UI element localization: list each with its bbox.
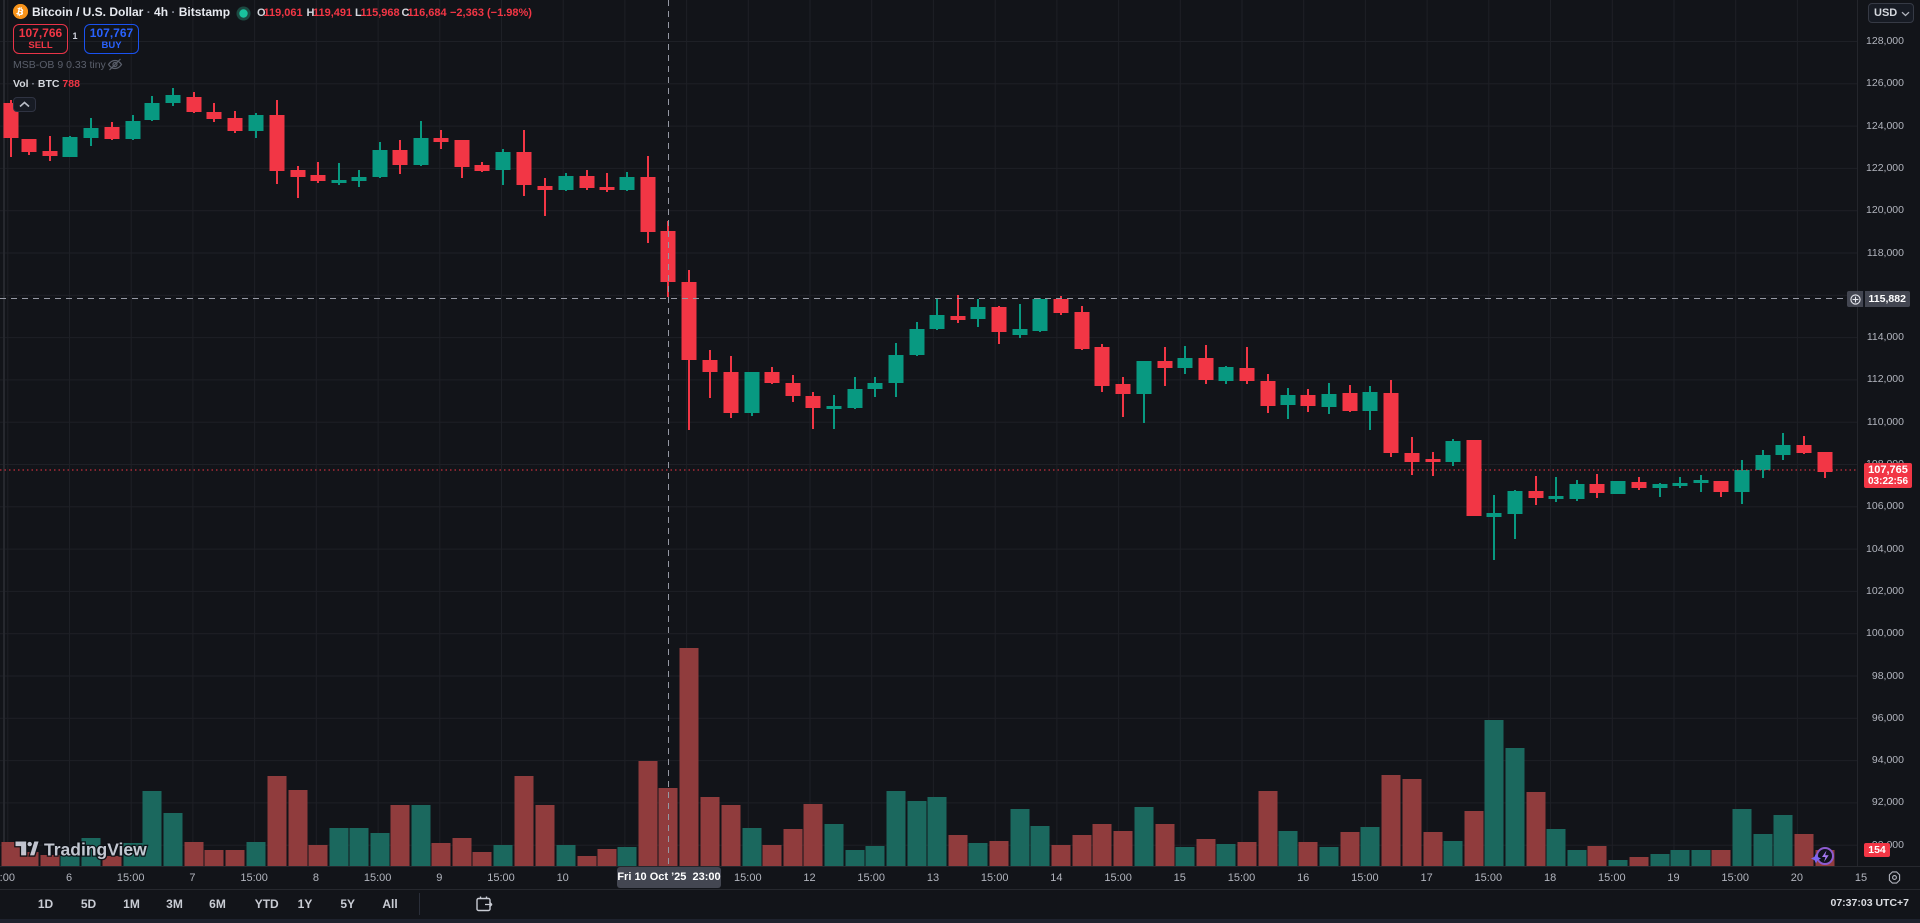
- svg-text:TradingView: TradingView: [44, 840, 147, 860]
